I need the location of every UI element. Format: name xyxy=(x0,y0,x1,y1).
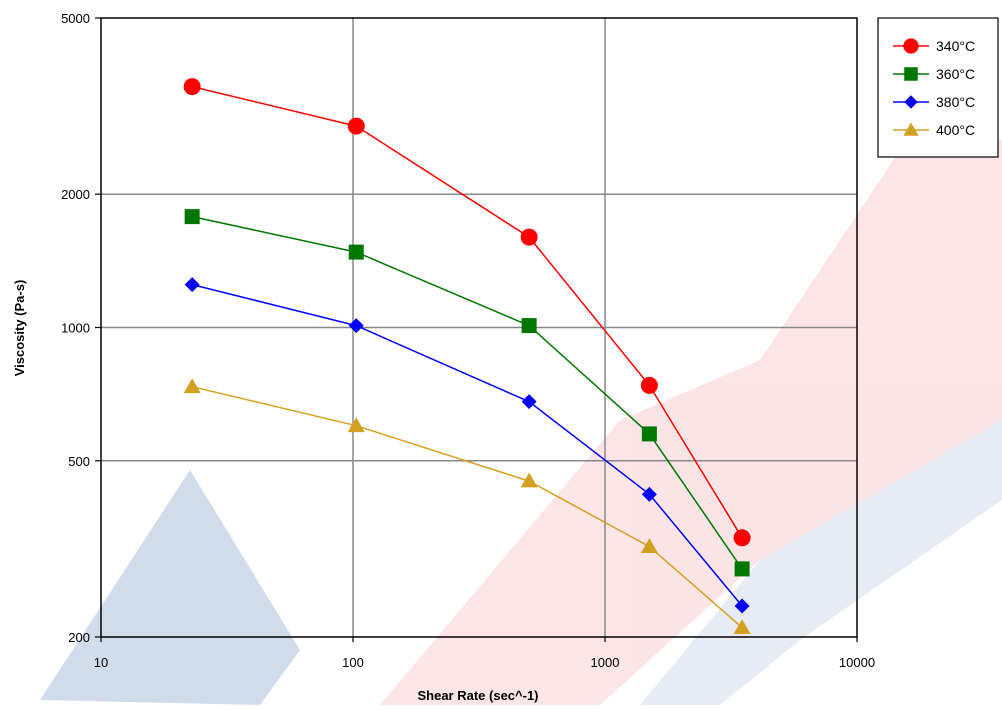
data-point-diamond xyxy=(734,598,750,614)
watermark-shape xyxy=(40,470,300,705)
legend-item: 380°C xyxy=(893,94,975,110)
y-tick-label: 2000 xyxy=(61,187,90,202)
data-point-circle xyxy=(640,376,658,394)
legend-item: 400°C xyxy=(893,122,975,138)
x-tick-label: 10 xyxy=(94,655,108,670)
legend-item: 340°C xyxy=(893,38,975,54)
data-point-square xyxy=(521,318,537,334)
data-point-triangle xyxy=(183,378,201,394)
series-1 xyxy=(183,78,751,547)
data-point-circle xyxy=(347,117,365,135)
data-point-square xyxy=(734,561,750,577)
data-point-square xyxy=(641,426,657,442)
data-point-circle xyxy=(520,228,538,246)
legend-item: 360°C xyxy=(893,66,975,82)
data-point-diamond xyxy=(348,318,364,334)
legend-label: 400°C xyxy=(936,122,975,138)
y-axis-title: Viscosity (Pa-s) xyxy=(12,280,27,377)
x-axis-ticks: 10 100 1000 10000 xyxy=(94,637,875,670)
legend-marker-diamond xyxy=(904,95,918,109)
y-tick-label: 5000 xyxy=(61,11,90,26)
legend-marker-circle xyxy=(903,38,919,54)
watermark xyxy=(40,140,1002,705)
watermark-shape xyxy=(380,140,1002,705)
data-point-triangle xyxy=(520,472,538,488)
data-point-circle xyxy=(733,529,751,547)
legend-label: 340°C xyxy=(936,38,975,54)
x-tick-label: 10000 xyxy=(839,655,875,670)
series-layer xyxy=(183,78,751,634)
y-tick-label: 500 xyxy=(68,454,90,469)
data-point-triangle xyxy=(347,417,365,433)
data-point-circle xyxy=(183,78,201,96)
legend-box xyxy=(877,17,999,158)
data-point-triangle xyxy=(733,619,751,634)
data-point-diamond xyxy=(521,394,537,410)
legend: 340°C 360°C 380°C 400°C xyxy=(877,17,999,158)
legend-marker-square xyxy=(904,67,918,81)
y-axis-ticks: 200 500 1000 2000 5000 xyxy=(61,11,101,645)
series-4 xyxy=(183,378,751,634)
data-point-diamond xyxy=(641,486,657,502)
x-tick-label: 100 xyxy=(342,655,364,670)
legend-marker-triangle xyxy=(903,122,919,136)
data-point-diamond xyxy=(184,277,200,293)
legend-label: 360°C xyxy=(936,66,975,82)
series-2 xyxy=(184,209,750,577)
legend-items: 340°C 360°C 380°C 400°C xyxy=(893,38,975,138)
y-tick-label: 200 xyxy=(68,630,90,645)
data-point-square xyxy=(348,244,364,260)
series-3 xyxy=(184,277,750,614)
watermark-shape xyxy=(640,420,1002,705)
data-point-square xyxy=(184,209,200,225)
data-point-triangle xyxy=(640,538,658,553)
legend-label: 380°C xyxy=(936,94,975,110)
x-axis-title: Shear Rate (sec^-1) xyxy=(417,688,538,703)
y-tick-label: 1000 xyxy=(61,321,90,336)
x-tick-label: 1000 xyxy=(591,655,620,670)
